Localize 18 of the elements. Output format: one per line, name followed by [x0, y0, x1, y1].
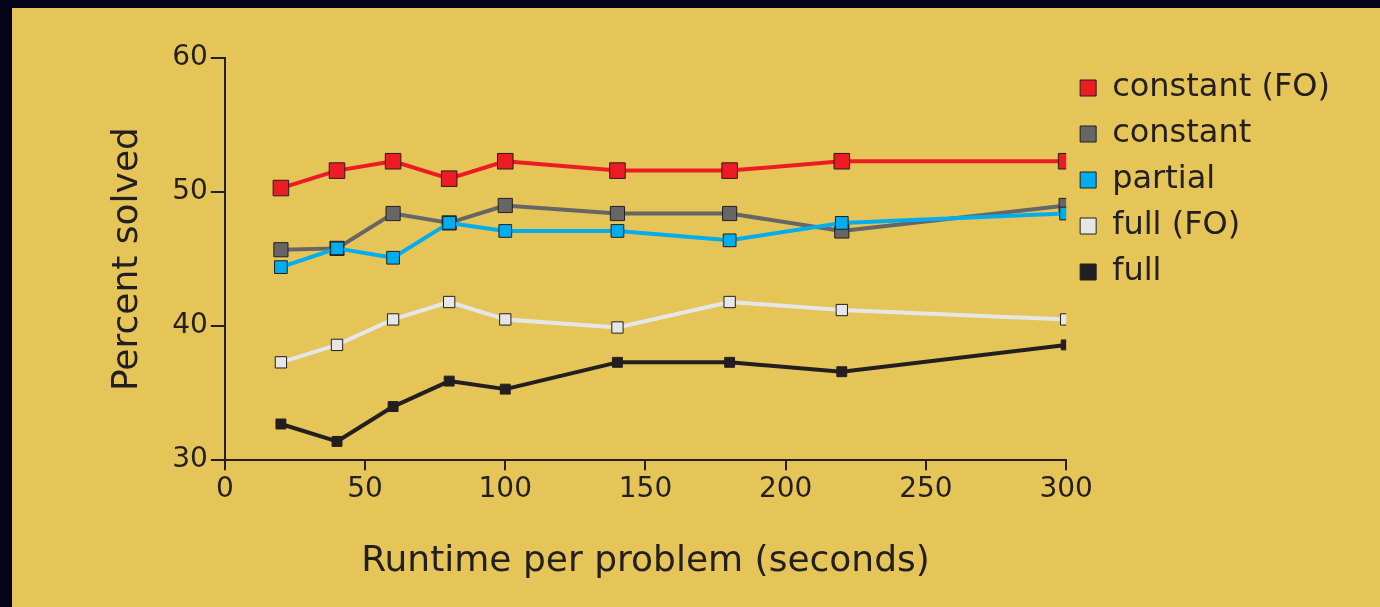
legend-label: constant: [1112, 112, 1252, 151]
x-tick-label: 50: [347, 471, 383, 505]
y-axis-title: Percent solved: [103, 127, 145, 392]
y-tick-label: 40: [172, 307, 208, 341]
y-tick-label: 60: [172, 39, 208, 73]
x-tick-label: 250: [899, 471, 953, 505]
x-tick-label: 100: [478, 471, 532, 505]
y-tick-label: 50: [172, 173, 208, 207]
legend-label: full (FO): [1112, 204, 1241, 243]
legend-label: constant (FO): [1112, 66, 1330, 105]
x-tick-label: 300: [1039, 471, 1093, 505]
x-tick-label: 150: [618, 471, 673, 505]
legend-label: partial: [1112, 158, 1216, 197]
x-axis-title: Runtime per problem (seconds): [361, 537, 930, 579]
legend-label: full: [1112, 250, 1162, 289]
y-tick-label: 30: [172, 441, 208, 475]
x-tick-label: 0: [215, 471, 234, 505]
x-tick-label: 200: [758, 471, 813, 505]
